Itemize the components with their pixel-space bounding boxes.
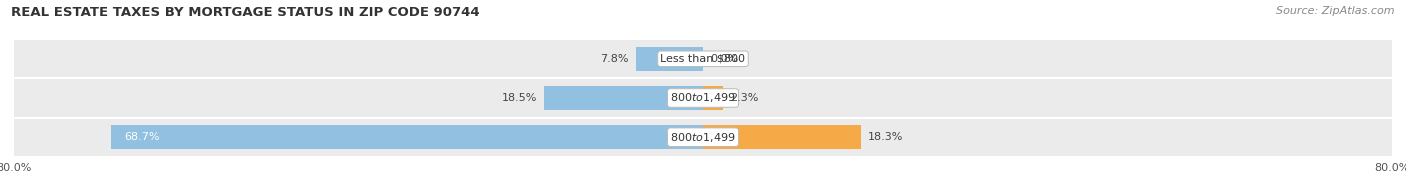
Text: REAL ESTATE TAXES BY MORTGAGE STATUS IN ZIP CODE 90744: REAL ESTATE TAXES BY MORTGAGE STATUS IN … [11,6,479,19]
Text: 18.5%: 18.5% [502,93,537,103]
Bar [14,119,1392,156]
Text: 68.7%: 68.7% [124,132,160,142]
Text: $800 to $1,499: $800 to $1,499 [671,92,735,104]
Text: 18.3%: 18.3% [868,132,903,142]
Bar [636,47,703,71]
Bar [544,86,703,110]
Text: 2.3%: 2.3% [730,93,758,103]
Text: 7.8%: 7.8% [600,54,628,64]
Bar [703,125,860,149]
Text: Source: ZipAtlas.com: Source: ZipAtlas.com [1277,6,1395,16]
Text: $800 to $1,499: $800 to $1,499 [671,131,735,144]
Bar [14,79,1392,117]
Bar [111,125,703,149]
Text: 0.0%: 0.0% [710,54,738,64]
Bar [14,40,1392,77]
Text: Less than $800: Less than $800 [661,54,745,64]
Bar [703,86,723,110]
